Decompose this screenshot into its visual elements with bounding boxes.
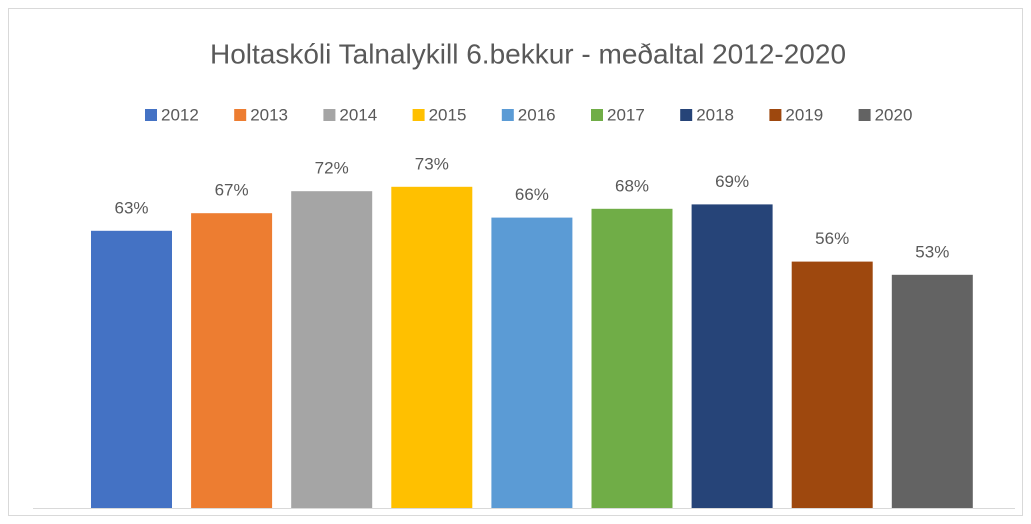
bar [591, 208, 673, 509]
chart-title: Holtaskóli Talnalykill 6.bekkur - meðalt… [210, 38, 846, 69]
bar [291, 191, 373, 508]
bar [191, 213, 273, 508]
data-label: 63% [114, 198, 148, 217]
legend-swatch [323, 109, 336, 121]
legend-label: 2012 [161, 105, 199, 124]
legend-swatch [412, 109, 425, 121]
legend-label: 2013 [250, 105, 288, 124]
legend-label: 2017 [607, 105, 645, 124]
legend-label: 2019 [785, 105, 823, 124]
legend-swatch [769, 109, 782, 121]
data-label: 73% [415, 154, 449, 173]
legend-swatch [680, 109, 693, 121]
legend-label: 2020 [875, 105, 913, 124]
data-label: 69% [715, 172, 749, 191]
legend-swatch [234, 109, 247, 121]
bar [691, 204, 773, 508]
legend-label: 2018 [696, 105, 734, 124]
data-label: 68% [615, 176, 649, 195]
legend-swatch [858, 109, 871, 121]
legend-swatch [591, 109, 603, 121]
legend-label: 2015 [429, 105, 467, 124]
data-label: 67% [215, 181, 249, 200]
data-label: 56% [815, 229, 849, 248]
bar [891, 274, 973, 508]
bar [491, 217, 573, 508]
data-label: 72% [315, 159, 349, 178]
bar [791, 261, 873, 508]
legend-label: 2014 [339, 105, 377, 124]
data-label: 53% [915, 242, 949, 261]
legend-swatch [145, 109, 157, 121]
legend-label: 2016 [518, 105, 556, 124]
bar [91, 230, 172, 509]
bar [391, 186, 473, 509]
legend-swatch [501, 109, 514, 121]
data-label: 66% [515, 185, 549, 204]
